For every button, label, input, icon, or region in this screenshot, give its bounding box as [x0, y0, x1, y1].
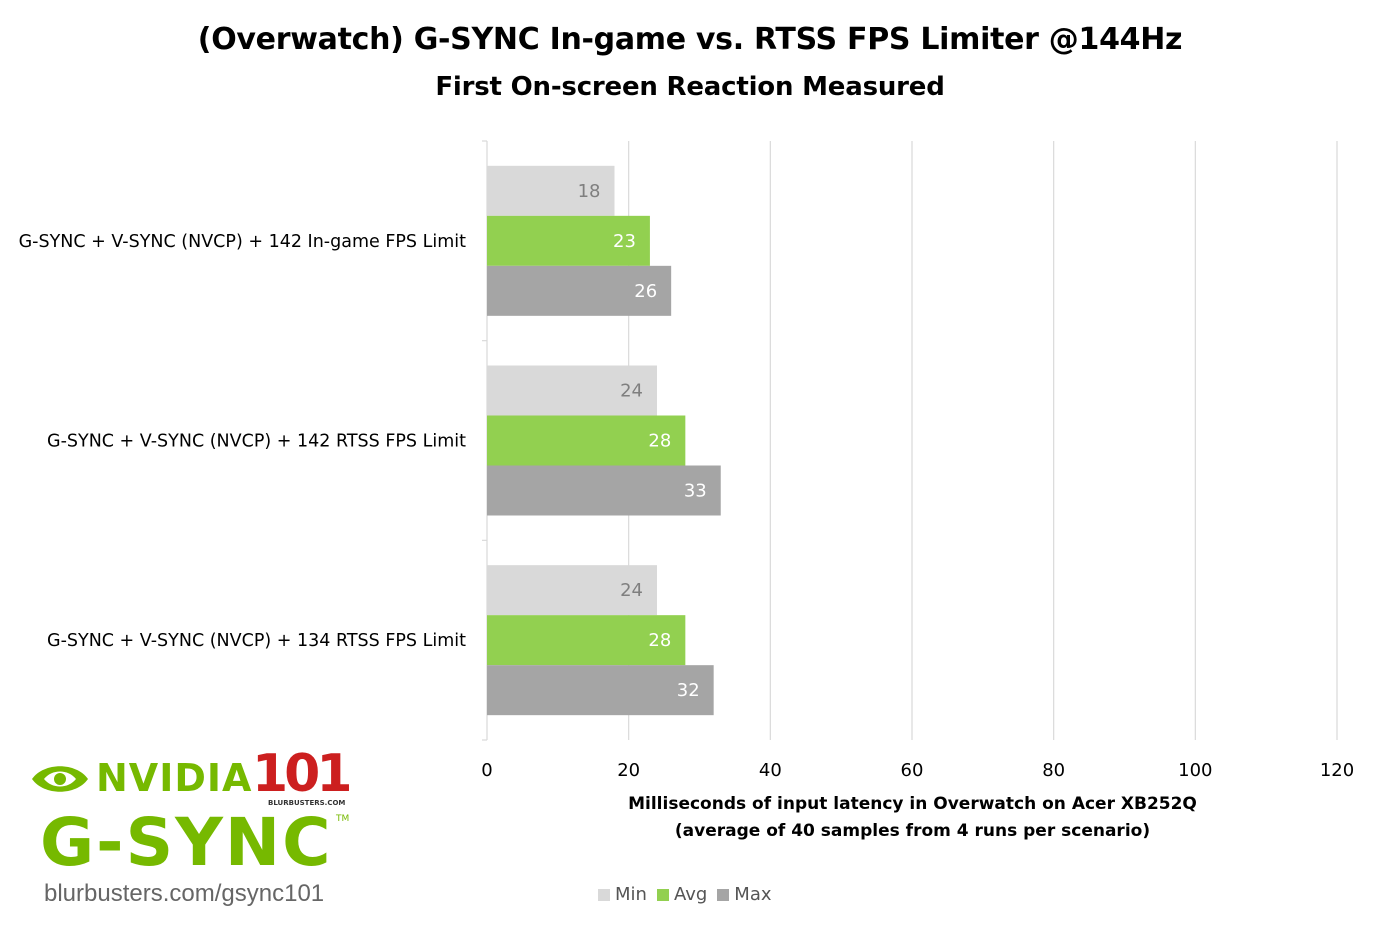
x-axis-label-note: (average of 40 samples from 4 runs per s… [674, 821, 1151, 841]
bar-avg-3 [487, 615, 686, 666]
legend-swatch-max [717, 888, 730, 901]
legend-label-max: Max [734, 884, 772, 905]
x-tick-label-60: 60 [901, 760, 924, 781]
badge-101: 101 [252, 744, 353, 804]
legend-item-avg: Avg [656, 884, 708, 905]
gsync-wordmark: G-SYNC [40, 804, 333, 881]
bar-min-3 [487, 565, 657, 616]
trademark-mark: TM [336, 814, 350, 824]
nvidia-wordmark: NVIDIA [96, 756, 253, 800]
bar-avg-1 [487, 215, 650, 266]
chart-subtitle: First On-screen Reaction Measured [435, 72, 945, 102]
badge-site-text: BLURBUSTERS.COM [268, 799, 346, 807]
chart-title: (Overwatch) G-SYNC In-game vs. RTSS FPS … [197, 22, 1183, 57]
legend-swatch-min [598, 888, 610, 901]
bar-max-1 [487, 265, 672, 316]
bar-min-2 [487, 365, 657, 416]
nvidia-gsync-logo: NVIDIA 101 BLURBUSTERS.COM G-SYNC TM blu… [26, 744, 366, 918]
data-label-max-3: 32 [677, 680, 700, 701]
x-tick-label-0: 0 [481, 760, 492, 781]
data-label-min-3: 24 [620, 580, 643, 601]
data-label-min-2: 24 [620, 381, 643, 402]
x-tick-label-40: 40 [759, 760, 782, 781]
legend-item-min: Min [598, 884, 647, 905]
x-tick-label-80: 80 [1042, 760, 1065, 781]
legend-item-max: Max [717, 884, 772, 905]
legend-label-min: Min [615, 884, 647, 905]
chart-legend: Min Avg Max [598, 884, 782, 905]
legend-label-avg: Avg [673, 884, 708, 905]
bar-min-1 [487, 165, 615, 216]
bar-avg-2 [487, 415, 686, 466]
site-url: blurbusters.com/gsync101 [44, 880, 325, 907]
category-label-1: G-SYNC + V-SYNC (NVCP) + 142 In-game FPS… [19, 232, 467, 252]
bar-max-2 [487, 465, 721, 516]
category-label-2: G-SYNC + V-SYNC (NVCP) + 142 RTSS FPS Li… [47, 432, 466, 452]
bar-max-3 [487, 665, 714, 716]
data-label-max-1: 26 [634, 281, 657, 302]
nvidia-eye-icon [32, 766, 88, 792]
category-label-3: G-SYNC + V-SYNC (NVCP) + 134 RTSS FPS Li… [47, 631, 466, 651]
data-label-avg-2: 28 [648, 431, 671, 452]
x-tick-label-120: 120 [1320, 760, 1354, 781]
x-tick-label-100: 100 [1178, 760, 1212, 781]
x-axis-label: Milliseconds of input latency in Overwat… [628, 794, 1197, 814]
data-label-min-1: 18 [578, 181, 601, 202]
x-tick-label-20: 20 [617, 760, 640, 781]
legend-swatch-avg [656, 888, 669, 901]
data-label-avg-1: 23 [613, 231, 636, 252]
data-label-max-2: 33 [684, 481, 707, 502]
data-label-avg-3: 28 [648, 630, 671, 651]
